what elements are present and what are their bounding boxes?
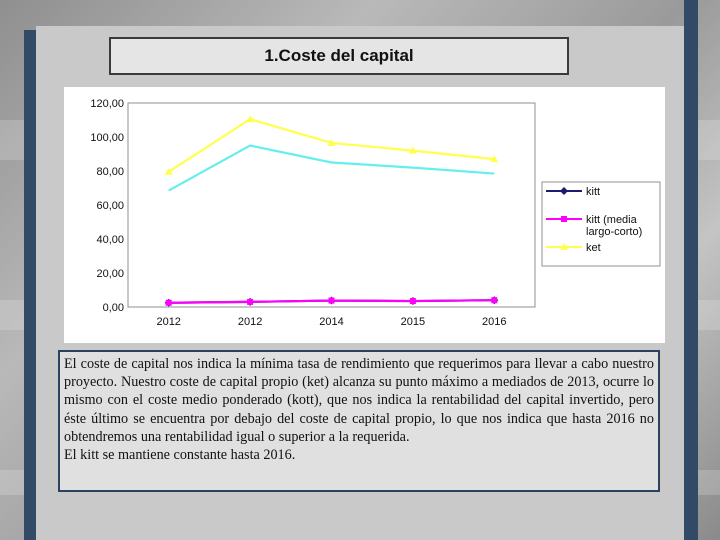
data-point	[561, 216, 567, 222]
x-tick-label: 2014	[319, 316, 343, 328]
legend-item: kitt	[546, 186, 600, 198]
slide-title: 1.Coste del capital	[109, 37, 569, 75]
chart-container: 120,00 100,00 80,00 60,00 40,00 20,00 0,00 201…	[64, 87, 665, 343]
data-point	[164, 167, 173, 175]
y-tick-label: 20,00	[96, 268, 124, 280]
series-group	[164, 115, 499, 307]
data-point	[409, 298, 416, 305]
legend-label: kitt	[586, 186, 600, 198]
y-tick-label: 40,00	[96, 234, 124, 246]
y-tick-label: 0,00	[103, 302, 124, 314]
x-tick-label: 2016	[482, 316, 506, 328]
x-tick-label: 2012	[238, 316, 262, 328]
description-conclusion: El ki​tt se mantiene constante hasta 201…	[64, 447, 296, 464]
series-ket	[164, 115, 499, 175]
data-point	[491, 297, 498, 304]
plot-area	[127, 102, 536, 308]
data-point	[560, 243, 568, 250]
description-paragraph: El coste de capital nos indica la mínima…	[64, 356, 654, 445]
x-axis: 2012 2012 2014 2015 2016	[156, 316, 506, 328]
y-axis: 120,00 100,00 80,00 60,00 40,00 20,00 0,00	[90, 98, 124, 314]
data-point	[408, 146, 417, 154]
slide-title-text: 1.Coste del capital	[264, 46, 414, 65]
data-point	[560, 187, 568, 195]
legend-box	[541, 181, 661, 267]
legend-label: largo-corto)	[586, 226, 642, 238]
y-tick-label: 60,00	[96, 200, 124, 212]
data-point	[328, 297, 335, 304]
left-accent-bar	[24, 30, 36, 540]
series-line	[168, 144, 495, 192]
legend-item: ket	[546, 242, 601, 254]
x-tick-label: 2015	[401, 316, 425, 328]
y-tick-label: 100,00	[90, 132, 124, 144]
data-point	[247, 298, 254, 305]
x-tick-label: 2012	[156, 316, 180, 328]
data-point	[165, 299, 172, 306]
data-point	[246, 115, 255, 123]
description-box: El coste de capital nos indica la mínima…	[58, 350, 660, 492]
y-tick-label: 80,00	[96, 166, 124, 178]
series-kott	[168, 144, 495, 192]
right-accent-bar	[684, 0, 698, 540]
y-tick-label: 120,00	[90, 98, 124, 110]
legend-label: kitt (media	[586, 214, 638, 226]
line-chart: 120,00 100,00 80,00 60,00 40,00 20,00 0,00 201…	[90, 98, 661, 328]
data-point	[327, 138, 336, 146]
legend-label: ket	[586, 242, 601, 254]
data-point	[490, 155, 499, 163]
series-kitt_media	[165, 297, 498, 306]
